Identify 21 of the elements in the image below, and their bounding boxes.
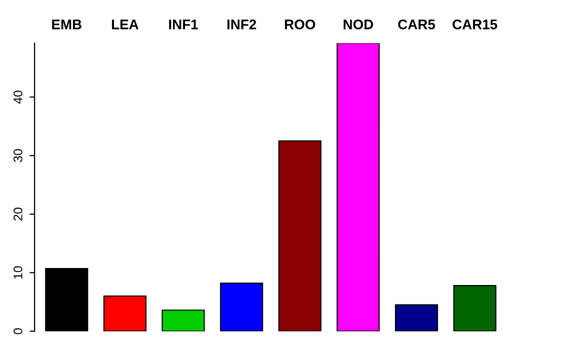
bar [162, 310, 205, 332]
y-tick-label: 20 [14, 208, 22, 220]
x-tick-label: LEA [112, 20, 138, 30]
y-tick-label: 40 [14, 90, 22, 104]
bar [394, 304, 438, 332]
x-tick-label: CAR15 [452, 20, 498, 30]
x-tick-label: INF1 [169, 20, 198, 30]
x-tick-label: CAR5 [398, 20, 436, 30]
bar [453, 284, 496, 332]
x-tick-label: NOD [344, 20, 374, 30]
y-tick-label: 30 [14, 149, 22, 162]
y-tick-label: 10 [14, 266, 22, 279]
x-tick-label: EMB [52, 20, 82, 30]
bar [103, 296, 146, 332]
x-tick-label: ROO [284, 20, 316, 30]
bar [45, 268, 88, 332]
y-tick-label: 0 [14, 328, 22, 334]
bar [278, 140, 322, 332]
bar [336, 43, 380, 332]
bar [220, 282, 264, 332]
x-tick-label: INF2 [227, 20, 256, 30]
